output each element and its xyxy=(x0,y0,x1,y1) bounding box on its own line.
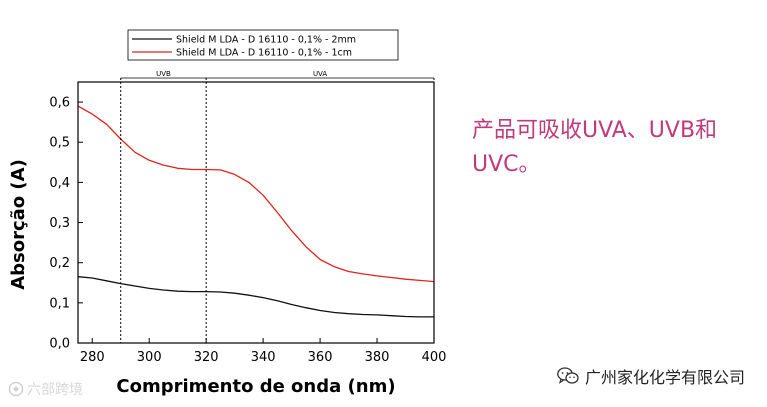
x-tick-label: 280 xyxy=(80,350,105,365)
y-tick-label: 0,6 xyxy=(49,96,70,111)
x-tick-label: 320 xyxy=(194,350,219,365)
legend-entry: Shield M LDA - D 16110 - 0,1% - 2mm xyxy=(176,35,356,46)
x-tick-label: 300 xyxy=(137,350,162,365)
y-axis-label: Absorção (A) xyxy=(8,159,29,290)
y-tick-label: 0,0 xyxy=(49,337,70,352)
region-label: UVA xyxy=(313,70,327,78)
wechat-icon xyxy=(557,367,579,384)
x-tick-label: 400 xyxy=(422,350,447,365)
x-axis-label: Comprimento de onda (nm) xyxy=(116,376,395,397)
region-label: UVB xyxy=(156,70,171,78)
legend-entry: Shield M LDA - D 16110 - 0,1% - 1cm xyxy=(176,48,352,59)
x-tick-label: 340 xyxy=(251,350,276,365)
footer-brand: 广州家化化学有限公司 xyxy=(557,364,745,388)
watermark: 六部跨境 xyxy=(8,379,83,399)
y-tick-label: 0,5 xyxy=(49,136,70,151)
footer-brand-label: 广州家化化学有限公司 xyxy=(584,368,745,387)
legend-box xyxy=(127,29,399,61)
x-tick-label: 380 xyxy=(365,350,390,365)
series-line xyxy=(77,276,434,318)
y-tick-label: 0,4 xyxy=(49,176,70,191)
series-line xyxy=(77,105,435,283)
side-note-text: 产品可吸收UVA、UVB和UVC。 xyxy=(472,118,718,177)
y-tick-label: 0,2 xyxy=(49,256,70,271)
watermark-text: 六部跨境 xyxy=(27,382,83,398)
plot-frame xyxy=(77,81,435,344)
watermark-logo xyxy=(8,381,24,397)
x-tick-label: 360 xyxy=(308,350,333,365)
y-tick-label: 0,1 xyxy=(49,296,70,311)
y-tick-label: 0,3 xyxy=(49,216,70,231)
